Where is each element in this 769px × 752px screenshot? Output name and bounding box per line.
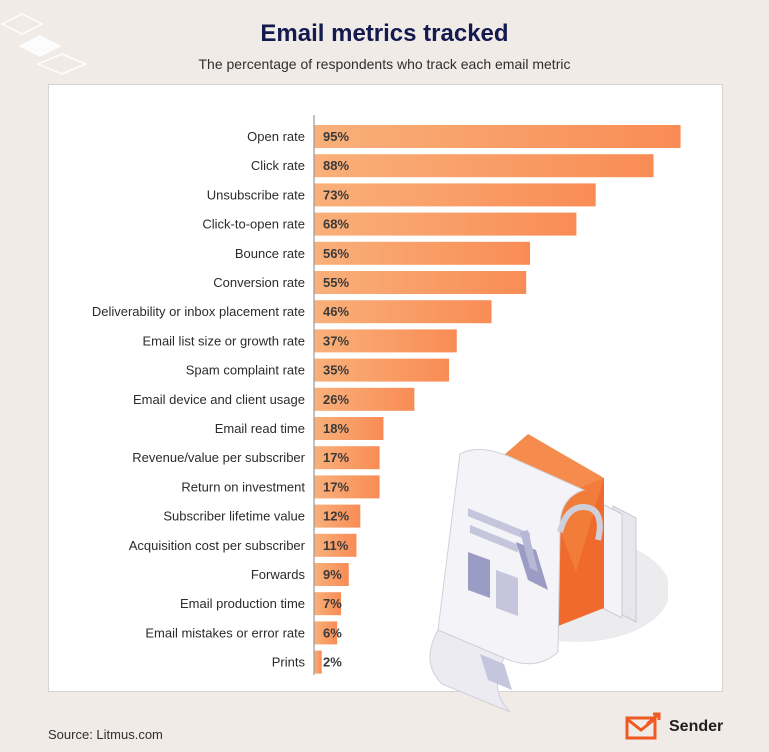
page-title: Email metrics tracked [260,20,509,47]
category-label: Click-to-open rate [202,217,305,232]
category-label: Unsubscribe rate [207,187,305,202]
value-label: 55% [323,275,349,290]
envelope-check-icon [625,712,661,740]
source-note: Source: Litmus.com [48,727,163,742]
category-label: Subscriber lifetime value [163,509,305,524]
category-label: Prints [272,655,306,670]
chart-card: Open rate 95% Click rate 88% Unsubscribe rat… [48,84,723,692]
value-label: 35% [323,363,349,378]
category-label: Email list size or growth rate [142,333,305,348]
value-label: 12% [323,509,349,524]
value-label: 11% [323,538,349,553]
bar [314,212,577,236]
value-label: 6% [323,625,342,640]
category-label: Spam complaint rate [186,363,305,378]
bar [314,387,415,411]
bar [314,446,380,470]
value-label: 37% [323,333,349,348]
category-label: Revenue/value per subscriber [132,450,305,465]
bar [314,125,681,148]
value-label: 68% [323,217,349,232]
category-label: Return on investment [181,479,305,494]
category-label: Email read time [215,421,305,436]
value-label: 56% [323,246,349,261]
category-label: Conversion rate [213,275,305,290]
bar [314,271,527,294]
category-label: Email device and client usage [133,392,305,407]
page-subtitle: The percentage of respondents who track … [198,56,571,72]
category-label: Forwards [251,567,306,582]
bar [314,650,322,674]
value-label: 46% [323,304,349,319]
bar [314,329,457,353]
bar [314,241,531,265]
bar [314,183,596,207]
value-label: 2% [323,655,342,670]
category-label: Acquisition cost per subscriber [129,538,306,553]
decorative-diamonds [0,13,88,75]
value-label: 9% [323,567,342,582]
category-label: Bounce rate [235,246,305,261]
sender-logo: Sender [625,712,723,742]
bar [314,475,380,499]
value-label: 26% [323,392,349,407]
bar [314,533,357,557]
value-label: 95% [323,129,349,144]
value-label: 73% [323,187,349,202]
bar [314,621,338,645]
category-label: Deliverability or inbox placement rate [92,304,305,319]
category-label: Email mistakes or error rate [145,625,305,640]
bar [314,358,450,382]
brand-name: Sender [669,718,724,735]
value-label: 88% [323,158,349,173]
bar [314,417,384,440]
category-label: Click rate [251,158,305,173]
bar [314,592,342,616]
category-label: Open rate [247,129,305,144]
bar-chart: Open rate 95% Click rate 88% Unsubscribe rat… [92,115,681,675]
bar [314,300,492,324]
bar [314,154,654,178]
bar [314,504,361,528]
value-label: 18% [323,421,349,436]
category-label: Email production time [180,596,305,611]
value-label: 17% [323,450,349,465]
bar [314,563,349,586]
email-illustration-icon [429,434,668,712]
value-label: 17% [323,479,349,494]
value-label: 7% [323,596,342,611]
